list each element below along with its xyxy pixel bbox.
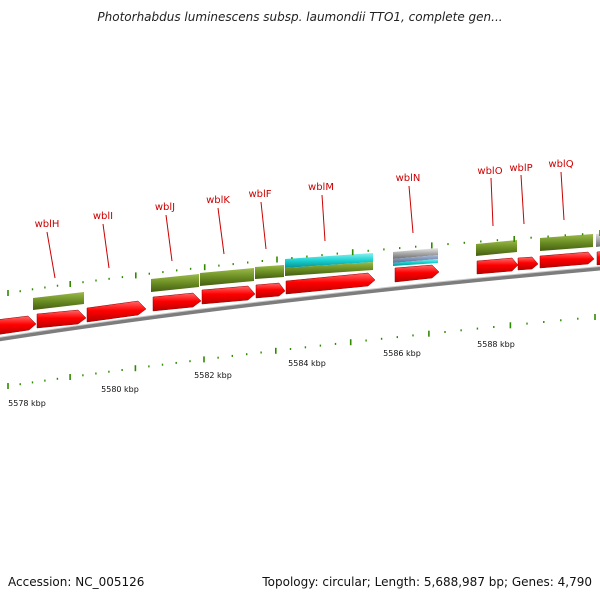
scale-label: 5586 kbp — [383, 349, 421, 358]
scale-label: 5588 kbp — [477, 340, 515, 349]
gene-block[interactable] — [476, 240, 517, 256]
cds-arrow[interactable] — [0, 315, 37, 335]
gene-block-cyan[interactable] — [393, 259, 438, 266]
gene-label[interactable]: wblQ — [548, 159, 573, 170]
cds-arrow[interactable] — [36, 309, 87, 329]
gene-block-cyan[interactable] — [285, 253, 373, 268]
leader-line — [165, 214, 173, 262]
gene-block[interactable] — [285, 262, 373, 276]
lower-tick-track — [7, 314, 596, 389]
gene-block[interactable] — [33, 292, 84, 310]
scale-label: 5578 kbp — [8, 399, 46, 408]
genome-backbone — [0, 266, 600, 342]
scale-labels: 5578 kbp 5580 kbp 5582 kbp 5584 kbp 5586… — [8, 340, 515, 408]
cds-arrow[interactable] — [476, 257, 519, 275]
cds-arrow[interactable] — [152, 292, 202, 312]
gene-block[interactable] — [151, 274, 199, 292]
gene-label[interactable]: wblO — [477, 166, 502, 177]
cds-arrow[interactable] — [517, 256, 539, 271]
cds-track — [0, 251, 600, 335]
cds-arrow[interactable] — [255, 282, 286, 299]
gene-label-leaders — [46, 171, 565, 279]
genome-summary: Topology: circular; Length: 5,688,987 bp… — [262, 575, 592, 589]
gene-block-grey[interactable] — [393, 248, 438, 259]
cds-arrow[interactable] — [285, 272, 376, 295]
gene-label[interactable]: wblH — [35, 219, 60, 230]
leader-line — [46, 231, 56, 279]
scale-label: 5584 kbp — [288, 359, 326, 368]
leader-line — [490, 177, 494, 227]
upper-tick-track — [7, 230, 600, 296]
cds-arrow[interactable] — [86, 300, 147, 323]
gene-block-blue[interactable] — [393, 255, 438, 263]
cds-arrow[interactable] — [394, 264, 440, 283]
leader-line — [408, 185, 414, 234]
gene-block-grey[interactable] — [596, 233, 600, 247]
scale-label: 5582 kbp — [194, 371, 232, 380]
gene-label[interactable]: wblJ — [155, 202, 175, 213]
leader-line — [217, 207, 225, 255]
gene-label[interactable]: wblF — [248, 189, 271, 200]
leader-line — [102, 223, 110, 269]
gene-label[interactable]: wblI — [93, 211, 113, 222]
cds-arrow[interactable] — [539, 251, 595, 269]
gene-label[interactable]: wblP — [509, 163, 532, 174]
leader-line — [321, 194, 326, 242]
gene-block[interactable] — [200, 268, 254, 286]
gene-label[interactable]: wblM — [308, 182, 334, 193]
accession-label: Accession: NC_005126 — [8, 575, 145, 589]
leader-line — [560, 171, 565, 221]
cds-arrow[interactable] — [596, 251, 600, 266]
leader-line — [260, 201, 267, 250]
gene-label[interactable]: wblN — [396, 173, 421, 184]
gene-block[interactable] — [540, 234, 593, 251]
scale-label: 5580 kbp — [101, 385, 139, 394]
gene-block[interactable] — [255, 265, 284, 279]
gene-track — [33, 233, 600, 310]
genome-backbone-highlight — [0, 265, 600, 338]
map-title: Photorhabdus luminescens subsp. laumondi… — [97, 10, 503, 24]
gene-label[interactable]: wblK — [206, 195, 230, 206]
leader-line — [520, 174, 525, 225]
cds-arrow[interactable] — [201, 285, 256, 305]
gene-labels: wblH wblI wblJ wblK wblF wblM wblN wblO … — [35, 159, 574, 230]
